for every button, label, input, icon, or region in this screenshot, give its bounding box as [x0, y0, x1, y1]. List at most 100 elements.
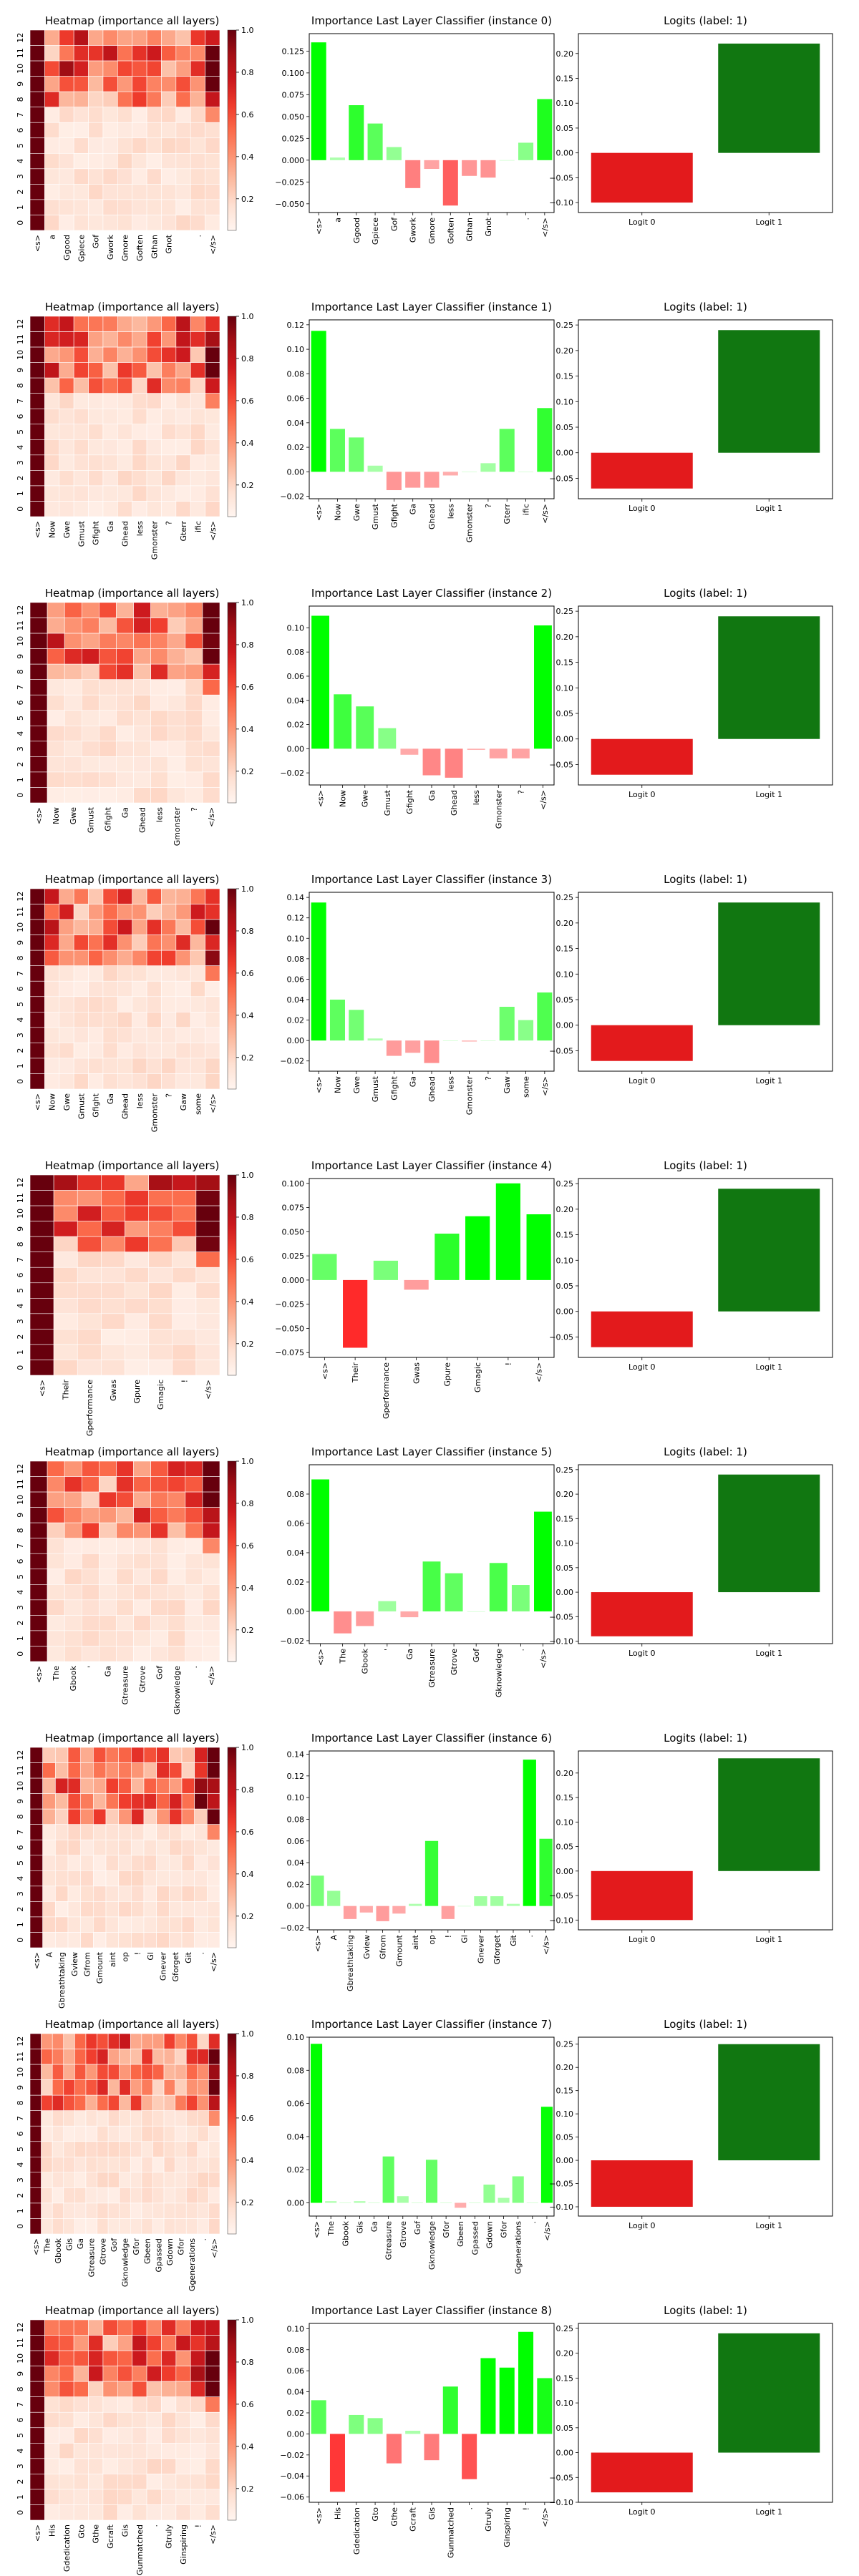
heatmap-cell: [59, 470, 74, 487]
heatmap-cell: [117, 904, 132, 920]
heatmap-cell: [73, 29, 89, 46]
heatmap-cell: [202, 710, 220, 726]
heatmap-cell: [47, 1538, 65, 1554]
importance-title: Importance Last Layer Classifier (instan…: [311, 301, 552, 313]
y-tick-label: 0.08: [287, 1490, 305, 1499]
y-tick-label: 0.00: [287, 744, 305, 753]
heatmap-cell: [195, 1252, 220, 1268]
y-tick-label: 0.00: [556, 449, 574, 458]
heatmap-cell: [133, 679, 151, 696]
heatmap-cell: [102, 439, 118, 456]
heatmap-layer-tick: 8: [16, 2100, 25, 2105]
heatmap-cell: [44, 215, 60, 231]
heatmap-cell: [205, 215, 220, 231]
axes-frame: [309, 33, 555, 213]
heatmap-cell: [195, 1329, 220, 1345]
heatmap-cell: [146, 316, 162, 332]
heatmap-cell: [130, 2064, 142, 2080]
x-tick-label: Gaw: [503, 1076, 512, 1093]
heatmap-cell: [161, 215, 177, 231]
y-tick-label: −0.05: [549, 1046, 573, 1055]
heatmap-cell: [152, 2110, 165, 2127]
heatmap-cell: [117, 45, 132, 62]
heatmap-cell: [169, 1839, 183, 1856]
heatmap-cell: [175, 60, 191, 77]
heatmap-cell: [181, 1777, 195, 1794]
heatmap-cell: [172, 1252, 197, 1268]
heatmap-cell: [116, 694, 134, 711]
heatmap-cell: [161, 439, 177, 456]
x-tick-label: Their: [351, 1362, 360, 1384]
x-tick-label: Gwe: [361, 790, 370, 808]
heatmap-cell: [130, 2157, 142, 2173]
x-tick-label: </s>: [540, 1076, 550, 1096]
heatmap-cell: [141, 2125, 153, 2142]
heatmap-cell: [59, 331, 74, 348]
x-tick-label: .: [528, 2221, 538, 2224]
colorbar-tick-label: 0.2: [241, 1340, 254, 1349]
heatmap-cell: [133, 1476, 151, 1493]
heatmap-cell: [161, 107, 177, 123]
heatmap-cell: [132, 346, 147, 363]
heatmap-cell: [197, 2172, 209, 2188]
x-tick-label: ific: [522, 504, 531, 515]
heatmap-cell: [132, 153, 147, 170]
importance-bar: [367, 123, 383, 160]
heatmap-cell: [172, 1329, 197, 1345]
heatmap-cell: [29, 2411, 45, 2429]
heatmap-cell: [150, 618, 169, 634]
heatmap-cell: [141, 2110, 153, 2127]
colorbar-tick-label: 1.0: [241, 1171, 254, 1180]
heatmap-panel: Heatmap (importance all layers)121110987…: [16, 2018, 254, 2291]
heatmap-token-tick: </s>: [209, 1952, 218, 1972]
logits-panel: Logits (label: 1)−0.10−0.050.000.050.100…: [549, 1445, 833, 1658]
heatmap-layer-tick: 10: [16, 636, 25, 646]
importance-bar: [367, 1038, 383, 1041]
heatmap-cell: [29, 694, 48, 711]
heatmap-cell: [132, 439, 147, 456]
heatmap-cell: [29, 2157, 42, 2173]
heatmap-cell: [29, 1221, 54, 1237]
heatmap-cell: [101, 1221, 125, 1237]
heatmap-cell: [55, 1747, 69, 1763]
heatmap-cell: [47, 1553, 65, 1570]
heatmap-cell: [146, 470, 162, 487]
heatmap-cell: [101, 1344, 125, 1360]
importance-title: Importance Last Layer Classifier (instan…: [311, 873, 552, 886]
heatmap-cell: [190, 199, 205, 215]
heatmap-cell: [131, 1839, 145, 1856]
heatmap-cell: [59, 888, 74, 904]
heatmap-cell: [53, 1282, 78, 1299]
heatmap-cell: [102, 2319, 118, 2336]
heatmap-cell: [88, 331, 104, 348]
heatmap-title: Heatmap (importance all layers): [45, 1159, 220, 1172]
y-tick-label: 0.15: [556, 1514, 574, 1523]
heatmap-layer-tick: 5: [16, 429, 25, 434]
heatmap-cell: [29, 2218, 42, 2235]
x-tick-label: Gforget: [492, 1934, 502, 1964]
heatmap-cell: [64, 1584, 82, 1601]
heatmap-cell: [190, 331, 205, 348]
heatmap-cell: [59, 2366, 74, 2382]
heatmap-cell: [47, 694, 65, 711]
heatmap-cell: [101, 1313, 125, 1330]
x-tick-label: Logit 0: [629, 1076, 656, 1085]
heatmap-cell: [99, 633, 117, 649]
heatmap-cell: [88, 1043, 104, 1059]
heatmap-cell: [29, 2049, 42, 2065]
heatmap-cell: [42, 1885, 56, 1902]
heatmap-cell: [152, 2079, 165, 2096]
y-tick-label: 0.05: [556, 124, 574, 133]
x-tick-label: .: [516, 1649, 525, 1652]
heatmap-cell: [208, 2049, 220, 2065]
heatmap-layer-tick: 6: [16, 1845, 25, 1850]
heatmap-layer-tick: 9: [16, 1799, 25, 1804]
heatmap-cell: [88, 2396, 104, 2413]
x-tick-label: Gmonster: [465, 1076, 475, 1116]
heatmap-cell: [102, 470, 118, 487]
heatmap-cell: [88, 29, 104, 46]
heatmap-cell: [88, 45, 104, 62]
heatmap-cell: [175, 29, 191, 46]
heatmap-cell: [53, 1344, 78, 1360]
heatmap-cell: [190, 60, 205, 77]
